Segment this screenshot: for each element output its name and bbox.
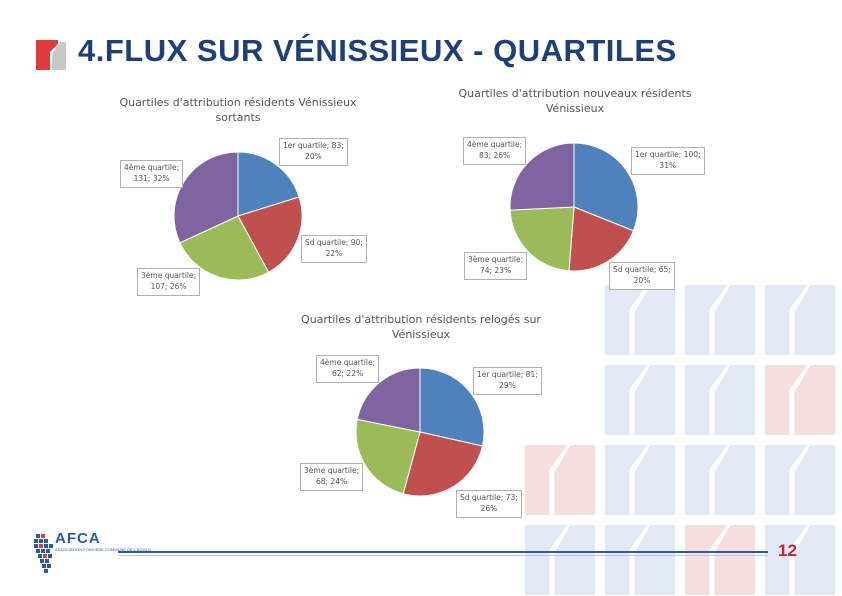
chart-1-label-q2-line-2: 22%	[325, 248, 343, 258]
pie-slice-q2	[402, 431, 484, 497]
chart-3-label-q1-line-1: 1er quartile; 81;	[477, 370, 538, 379]
afca-logo-icon	[34, 534, 53, 573]
chart-1-title-line-1: Quartiles d'attribution résidents Véniss…	[119, 96, 357, 109]
chart-1-label-q3: 3ème quartile; 107; 26%	[137, 268, 201, 296]
chart-1-label-q1-line-2: 20%	[305, 151, 322, 161]
chart-2-label-q1: 1er quartile; 100; 31%	[631, 147, 705, 175]
chart-1-label-q2: Sd quartile; 90; 22%	[301, 235, 367, 263]
chart-2-label-q4-line-2: 83; 26%	[479, 150, 511, 160]
background-tile	[605, 445, 675, 515]
chart-2-label-q3-line-2: 74; 23%	[480, 265, 512, 275]
chart-2-label-q2: Sd quartile; 65; 20%	[609, 262, 675, 290]
chart-3-title-line-2: Vénissieux	[391, 327, 451, 341]
chart-2-label-q4: 4ème quartile; 83; 26%	[463, 137, 527, 165]
background-tile	[765, 525, 835, 595]
chart-2-label-q2-line-2: 20%	[633, 275, 651, 285]
chart-2-title-line-2: Vénissieux	[545, 101, 605, 115]
background-tile	[685, 285, 755, 355]
chart-2-label-q1-line-1: 1er quartile; 100;	[635, 150, 701, 159]
chart-1-label-q1: 1er quartile; 83; 20%	[279, 138, 348, 166]
chart-3-label-q4-line-2: 62; 22%	[332, 368, 364, 378]
chart-2-title-line-1: Quartiles d'attribution nouveaux résiden…	[458, 87, 692, 100]
chart-3-label-q3: 3ème quartile; 68; 24%	[300, 463, 364, 491]
chart-1-label-q4-line-2: 131; 32%	[133, 173, 170, 183]
background-tile	[525, 525, 595, 595]
page-title: 4.FLUX SUR VÉNISSIEUX - QUARTILES	[78, 33, 677, 68]
chart-3-title: Quartiles d'attribution résidents relogé…	[281, 313, 561, 343]
chart-2-label-q1-line-2: 31%	[659, 160, 677, 170]
pie-slice-q3	[355, 418, 421, 495]
footer-divider-secondary	[118, 555, 768, 556]
chart-2-label-q3-line-1: 3ème quartile;	[468, 255, 524, 264]
logo-text: AFCA	[55, 530, 101, 547]
chart-2-title: Quartiles d'attribution nouveaux résiden…	[435, 87, 715, 117]
background-tile	[605, 285, 675, 355]
pie-slice-q1	[573, 142, 639, 232]
background-tile	[765, 445, 835, 515]
background-decoration	[525, 285, 835, 595]
footer-divider	[118, 551, 768, 553]
background-tile	[605, 365, 675, 435]
chart-3-label-q3-line-1: 3ème quartile;	[304, 466, 360, 475]
pie-chart-reloges	[355, 367, 485, 497]
chart-3-label-q2-line-1: Sd quartile; 73;	[460, 493, 518, 502]
logo-subtitle: ASSOCIATION FONCIÈRE COMMUNE DE L'AGGLO	[55, 547, 152, 552]
chart-3-label-q1: 1er quartile; 81; 29%	[473, 367, 542, 395]
page-number: 12	[778, 541, 797, 560]
chart-1-title-line-2: sortants	[215, 110, 261, 124]
chart-3-label-q2: Sd quartile; 73; 26%	[456, 490, 522, 518]
chart-1-label-q3-line-1: 3ème quartile;	[141, 271, 197, 280]
background-tile	[525, 445, 595, 515]
background-tile	[685, 445, 755, 515]
chart-2-label-q2-line-1: Sd quartile; 65;	[613, 265, 671, 274]
chart-3-label-q2-line-2: 26%	[480, 503, 498, 513]
background-tile	[765, 365, 835, 435]
pie-slice-q4	[509, 142, 575, 211]
chart-2-label-q4-line-1: 4ème quartile;	[467, 140, 523, 149]
chart-3-label-q3-line-2: 68; 24%	[316, 476, 348, 486]
pie-slice-q3	[509, 206, 575, 272]
chart-1-label-q2-line-1: Sd quartile; 90;	[305, 238, 363, 247]
pie-slice-q3	[179, 215, 270, 281]
pie-slice-q4	[173, 151, 239, 244]
chart-1-label-q3-line-2: 107; 26%	[150, 281, 187, 291]
pie-chart-sortants	[173, 151, 303, 281]
chart-1-label-q4: 4ème quartile; 131; 32%	[120, 160, 184, 188]
pie-slice-q1	[419, 367, 485, 447]
chart-1-label-q4-line-1: 4ème quartile;	[124, 163, 180, 172]
chart-3-label-q4-line-1: 4ème quartile;	[320, 358, 376, 367]
background-tile	[605, 525, 675, 595]
title-bullet-icon	[36, 40, 66, 70]
pie-slice-q1	[237, 151, 300, 217]
chart-3-label-q4: 4ème quartile; 62; 22%	[316, 355, 380, 383]
chart-1-label-q1-line-1: 1er quartile; 83;	[283, 141, 344, 150]
pie-chart-nouveaux	[509, 142, 639, 272]
pie-slice-q2	[568, 206, 635, 272]
chart-3-title-line-1: Quartiles d'attribution résidents relogé…	[301, 313, 541, 326]
pie-slice-q2	[237, 196, 303, 273]
pie-slice-q4	[356, 367, 421, 433]
chart-2-label-q3: 3ème quartile; 74; 23%	[464, 252, 528, 280]
background-tile	[685, 525, 755, 595]
background-tile	[765, 285, 835, 355]
chart-3-label-q1-line-2: 29%	[499, 380, 516, 390]
background-tile	[685, 365, 755, 435]
chart-1-title: Quartiles d'attribution résidents Véniss…	[98, 96, 378, 126]
